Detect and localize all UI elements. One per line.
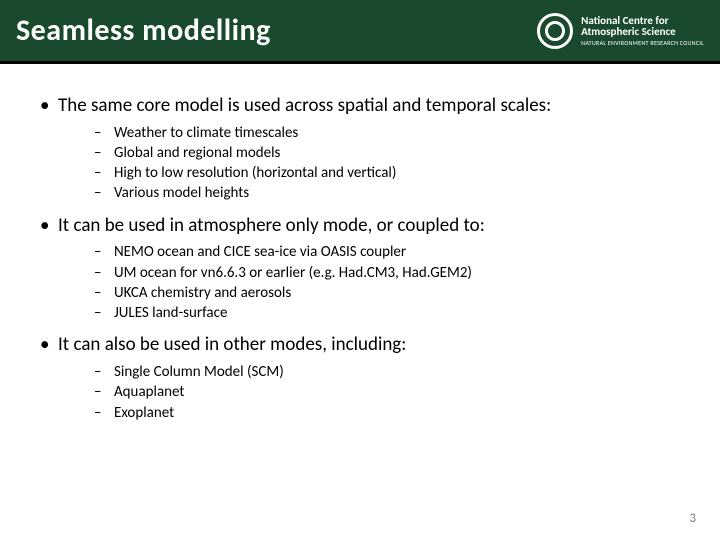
slide-title: Seamless modelling — [16, 12, 271, 49]
bullet-sub: Weather to climate timescales — [94, 123, 684, 143]
sublist: Single Column Model (SCM) Aquaplanet Exo… — [94, 362, 684, 423]
logo-text: National Centre for Atmospheric Science … — [581, 15, 704, 46]
bullet-main: It can also be used in other modes, incl… — [36, 333, 684, 358]
bullet-sub: NEMO ocean and CICE sea-ice via OASIS co… — [94, 242, 684, 262]
bullet-sub: Exoplanet — [94, 403, 684, 423]
bullet-main: It can be used in atmosphere only mode, … — [36, 214, 684, 239]
logo-subline: NATURAL ENVIRONMENT RESEARCH COUNCIL — [581, 40, 704, 46]
bullet-sub: Single Column Model (SCM) — [94, 362, 684, 382]
org-logo: National Centre for Atmospheric Science … — [537, 13, 704, 49]
bullet-sub: High to low resolution (horizontal and v… — [94, 163, 684, 183]
bullet-sub: JULES land-surface — [94, 303, 684, 323]
bullet-sub: UM ocean for vn6.6.3 or earlier (e.g. Ha… — [94, 263, 684, 283]
logo-icon — [537, 13, 573, 49]
slide-header: Seamless modelling National Centre for A… — [0, 0, 720, 64]
sublist: NEMO ocean and CICE sea-ice via OASIS co… — [94, 242, 684, 323]
bullet-sub: Various model heights — [94, 183, 684, 203]
bullet-sub: Aquaplanet — [94, 382, 684, 402]
sublist: Weather to climate timescales Global and… — [94, 123, 684, 204]
page-number: 3 — [689, 511, 696, 526]
bullet-main: The same core model is used across spati… — [36, 94, 684, 119]
bullet-sub: Global and regional models — [94, 143, 684, 163]
logo-line2: Atmospheric Science — [581, 26, 704, 38]
slide-content: The same core model is used across spati… — [0, 64, 720, 423]
bullet-sub: UKCA chemistry and aerosols — [94, 283, 684, 303]
